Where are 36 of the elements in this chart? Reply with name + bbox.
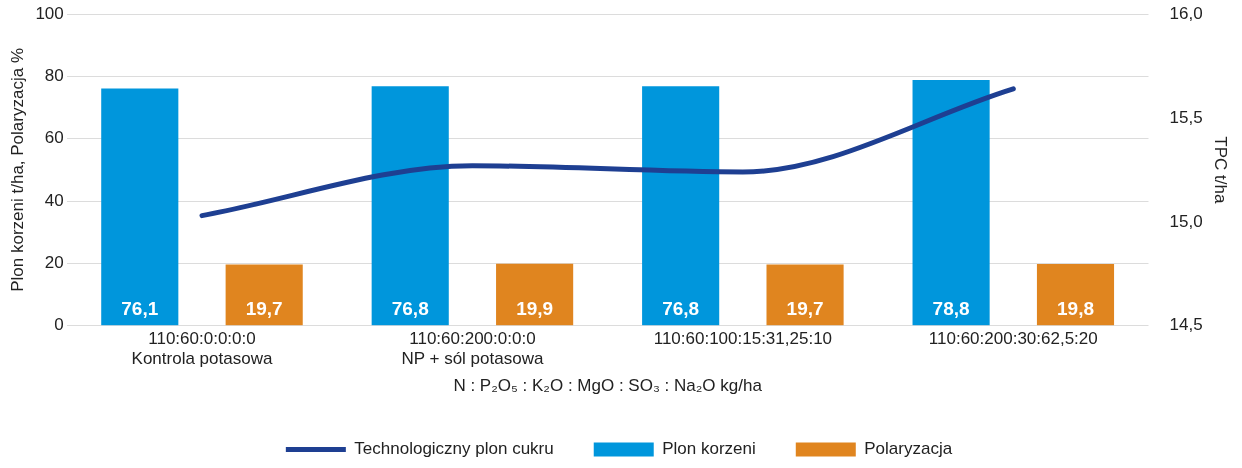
x-tick-label: 110:60:200:30:62,5:20 [928, 328, 1098, 348]
data-label: 19,7 [245, 298, 283, 320]
y-axis-title: Plon korzeni t/ha, Polaryzacja % [7, 48, 27, 292]
bar [1036, 264, 1115, 326]
y-tick-label: 20 [44, 253, 64, 273]
data-label: 19,9 [516, 298, 554, 320]
x-tick-label: 110:60:0:0:0:0 Kontrola potasowa [131, 328, 273, 369]
data-label: 78,8 [932, 298, 970, 320]
data-label: 19,8 [1057, 298, 1094, 320]
y2-tick-label: 16,0 [1169, 3, 1203, 23]
y-tick-label: 0 [54, 315, 64, 335]
x-tick-label: 110:60:100:15:31,25:10 [653, 328, 833, 348]
bar [912, 80, 990, 326]
bar [371, 86, 449, 326]
bar [225, 264, 303, 326]
bar [496, 263, 574, 326]
bar [101, 88, 179, 326]
y2-tick-label: 15,0 [1169, 211, 1203, 231]
data-label: 76,8 [662, 298, 700, 320]
bar [642, 86, 720, 326]
y-tick-label: 80 [44, 66, 64, 86]
data-label: 76,8 [391, 298, 429, 320]
y-tick-label: 40 [44, 190, 64, 210]
legend-label: Polaryzacja [864, 439, 953, 459]
x-tick-label: 110:60:200:0:0:0 NP + sól potasowa [401, 328, 544, 369]
data-label: 76,1 [121, 298, 159, 320]
y-tick-label: 60 [44, 128, 64, 148]
y-tick-label: 100 [35, 3, 64, 23]
y2-tick-label: 15,5 [1169, 107, 1203, 127]
legend-label: Technologiczny plon cukru [354, 439, 554, 459]
data-label: 19,7 [786, 298, 824, 320]
y2-axis-title: TPC t/ha [1211, 136, 1231, 204]
x-axis-title: N : P₂O₅ : K₂O : MgO : SO₃ : Na₂O kg/ha [453, 376, 763, 396]
y2-tick-label: 14,5 [1169, 315, 1203, 335]
bar [766, 264, 844, 326]
legend-label: Plon korzeni [662, 439, 756, 459]
